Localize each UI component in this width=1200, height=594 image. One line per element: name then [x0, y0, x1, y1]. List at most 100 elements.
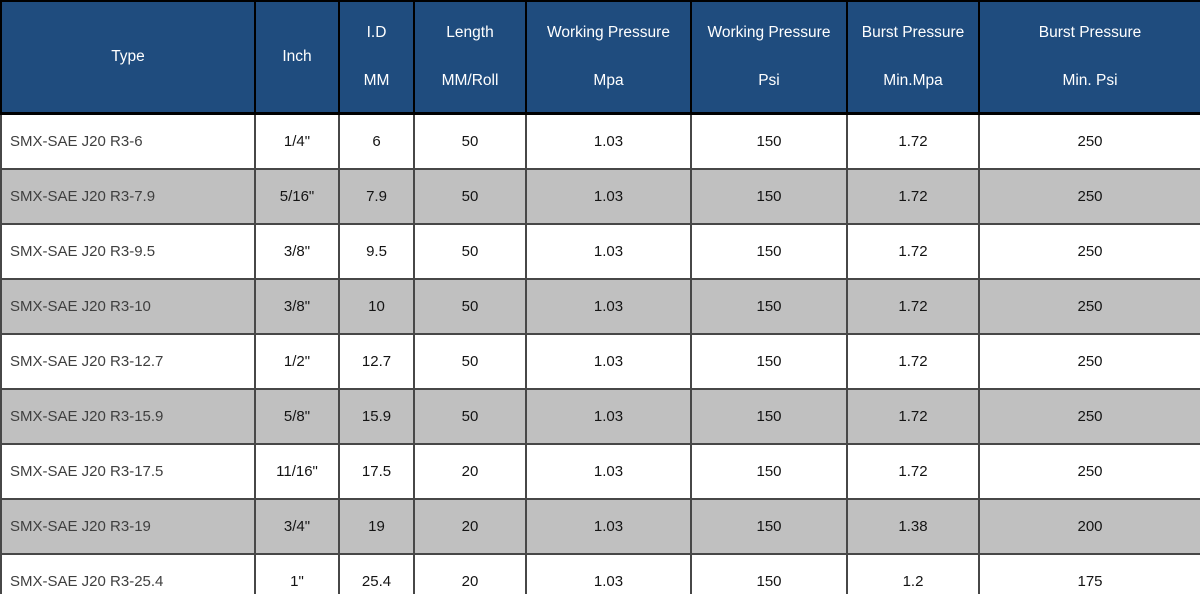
cell-id-mm: 12.7: [338, 333, 415, 390]
header-sublabel: MM: [363, 72, 390, 89]
cell-wp-psi: 150: [690, 333, 848, 390]
cell-wp-psi: 150: [690, 498, 848, 555]
column-header-length: Length MM/Roll: [413, 0, 527, 115]
cell-type: SMX-SAE J20 R3-17.5: [0, 443, 256, 500]
cell-inch: 11/16": [254, 443, 340, 500]
table-row: SMX-SAE J20 R3-17.5 11/16" 17.5 20 1.03 …: [0, 443, 1200, 500]
cell-id-mm: 6: [338, 112, 415, 170]
table-row: SMX-SAE J20 R3-15.9 5/8" 15.9 50 1.03 15…: [0, 388, 1200, 445]
cell-inch: 5/8": [254, 388, 340, 445]
cell-length: 50: [413, 278, 527, 335]
header-sublabel: MM/Roll: [441, 72, 499, 89]
column-header-working-pressure-mpa: Working Pressure Mpa: [525, 0, 692, 115]
cell-inch: 1/4": [254, 112, 340, 170]
column-header-inch: Inch: [254, 0, 340, 115]
cell-bp-psi: 250: [978, 278, 1200, 335]
cell-length: 50: [413, 168, 527, 225]
cell-bp-psi: 250: [978, 443, 1200, 500]
cell-id-mm: 17.5: [338, 443, 415, 500]
header-label: Burst Pressure: [1038, 24, 1142, 41]
cell-wp-psi: 150: [690, 168, 848, 225]
cell-length: 50: [413, 333, 527, 390]
cell-wp-mpa: 1.03: [525, 498, 692, 555]
cell-wp-mpa: 1.03: [525, 112, 692, 170]
column-header-burst-pressure-mpa: Burst Pressure Min.Mpa: [846, 0, 980, 115]
header-label: Length: [446, 24, 494, 41]
cell-inch: 3/8": [254, 223, 340, 280]
table-row: SMX-SAE J20 R3-19 3/4" 19 20 1.03 150 1.…: [0, 498, 1200, 555]
cell-bp-mpa: 1.72: [846, 223, 980, 280]
table-row: SMX-SAE J20 R3-9.5 3/8" 9.5 50 1.03 150 …: [0, 223, 1200, 280]
cell-wp-psi: 150: [690, 112, 848, 170]
cell-id-mm: 25.4: [338, 553, 415, 594]
header-label: Working Pressure: [547, 24, 670, 41]
cell-wp-psi: 150: [690, 388, 848, 445]
cell-bp-mpa: 1.72: [846, 443, 980, 500]
column-header-burst-pressure-psi: Burst Pressure Min. Psi: [978, 0, 1200, 115]
cell-length: 20: [413, 443, 527, 500]
header-label: Inch: [282, 48, 312, 65]
cell-length: 50: [413, 223, 527, 280]
header-sublabel: Min. Psi: [1062, 72, 1118, 89]
table-row: SMX-SAE J20 R3-7.9 5/16" 7.9 50 1.03 150…: [0, 168, 1200, 225]
cell-bp-mpa: 1.2: [846, 553, 980, 594]
cell-type: SMX-SAE J20 R3-25.4: [0, 553, 256, 594]
cell-wp-mpa: 1.03: [525, 553, 692, 594]
cell-inch: 1/2": [254, 333, 340, 390]
header-sublabel: Psi: [758, 72, 780, 89]
cell-bp-mpa: 1.72: [846, 333, 980, 390]
cell-bp-psi: 175: [978, 553, 1200, 594]
header-label: Type: [111, 48, 145, 65]
header-label: Burst Pressure: [861, 24, 965, 41]
cell-id-mm: 15.9: [338, 388, 415, 445]
cell-bp-psi: 250: [978, 333, 1200, 390]
table-row: SMX-SAE J20 R3-25.4 1" 25.4 20 1.03 150 …: [0, 553, 1200, 594]
column-header-type: Type: [0, 0, 256, 115]
cell-bp-mpa: 1.72: [846, 388, 980, 445]
cell-wp-psi: 150: [690, 223, 848, 280]
cell-bp-mpa: 1.72: [846, 168, 980, 225]
cell-id-mm: 7.9: [338, 168, 415, 225]
cell-id-mm: 10: [338, 278, 415, 335]
cell-wp-mpa: 1.03: [525, 333, 692, 390]
table-row: SMX-SAE J20 R3-12.7 1/2" 12.7 50 1.03 15…: [0, 333, 1200, 390]
header-label: I.D: [366, 24, 387, 41]
cell-inch: 3/8": [254, 278, 340, 335]
cell-inch: 3/4": [254, 498, 340, 555]
cell-bp-mpa: 1.72: [846, 112, 980, 170]
cell-bp-mpa: 1.72: [846, 278, 980, 335]
cell-bp-psi: 250: [978, 223, 1200, 280]
cell-type: SMX-SAE J20 R3-10: [0, 278, 256, 335]
cell-id-mm: 19: [338, 498, 415, 555]
cell-bp-psi: 250: [978, 388, 1200, 445]
cell-wp-mpa: 1.03: [525, 223, 692, 280]
cell-type: SMX-SAE J20 R3-15.9: [0, 388, 256, 445]
cell-wp-mpa: 1.03: [525, 168, 692, 225]
header-row: Type Inch I.D MM Length MM/Roll Working Pr…: [0, 0, 1200, 115]
cell-wp-psi: 150: [690, 443, 848, 500]
cell-bp-mpa: 1.38: [846, 498, 980, 555]
cell-length: 20: [413, 498, 527, 555]
cell-inch: 1": [254, 553, 340, 594]
cell-length: 20: [413, 553, 527, 594]
cell-id-mm: 9.5: [338, 223, 415, 280]
cell-bp-psi: 250: [978, 168, 1200, 225]
table-row: SMX-SAE J20 R3-6 1/4" 6 50 1.03 150 1.72…: [0, 112, 1200, 170]
cell-wp-psi: 150: [690, 278, 848, 335]
column-header-working-pressure-psi: Working Pressure Psi: [690, 0, 848, 115]
cell-type: SMX-SAE J20 R3-9.5: [0, 223, 256, 280]
cell-wp-mpa: 1.03: [525, 443, 692, 500]
cell-length: 50: [413, 388, 527, 445]
cell-wp-mpa: 1.03: [525, 388, 692, 445]
cell-wp-psi: 150: [690, 553, 848, 594]
header-sublabel: Min.Mpa: [883, 72, 943, 89]
header-label: Working Pressure: [707, 24, 831, 41]
column-header-id-mm: I.D MM: [338, 0, 415, 115]
cell-inch: 5/16": [254, 168, 340, 225]
cell-length: 50: [413, 112, 527, 170]
header-sublabel: Mpa: [593, 72, 624, 89]
cell-type: SMX-SAE J20 R3-19: [0, 498, 256, 555]
cell-bp-psi: 200: [978, 498, 1200, 555]
cell-type: SMX-SAE J20 R3-12.7: [0, 333, 256, 390]
